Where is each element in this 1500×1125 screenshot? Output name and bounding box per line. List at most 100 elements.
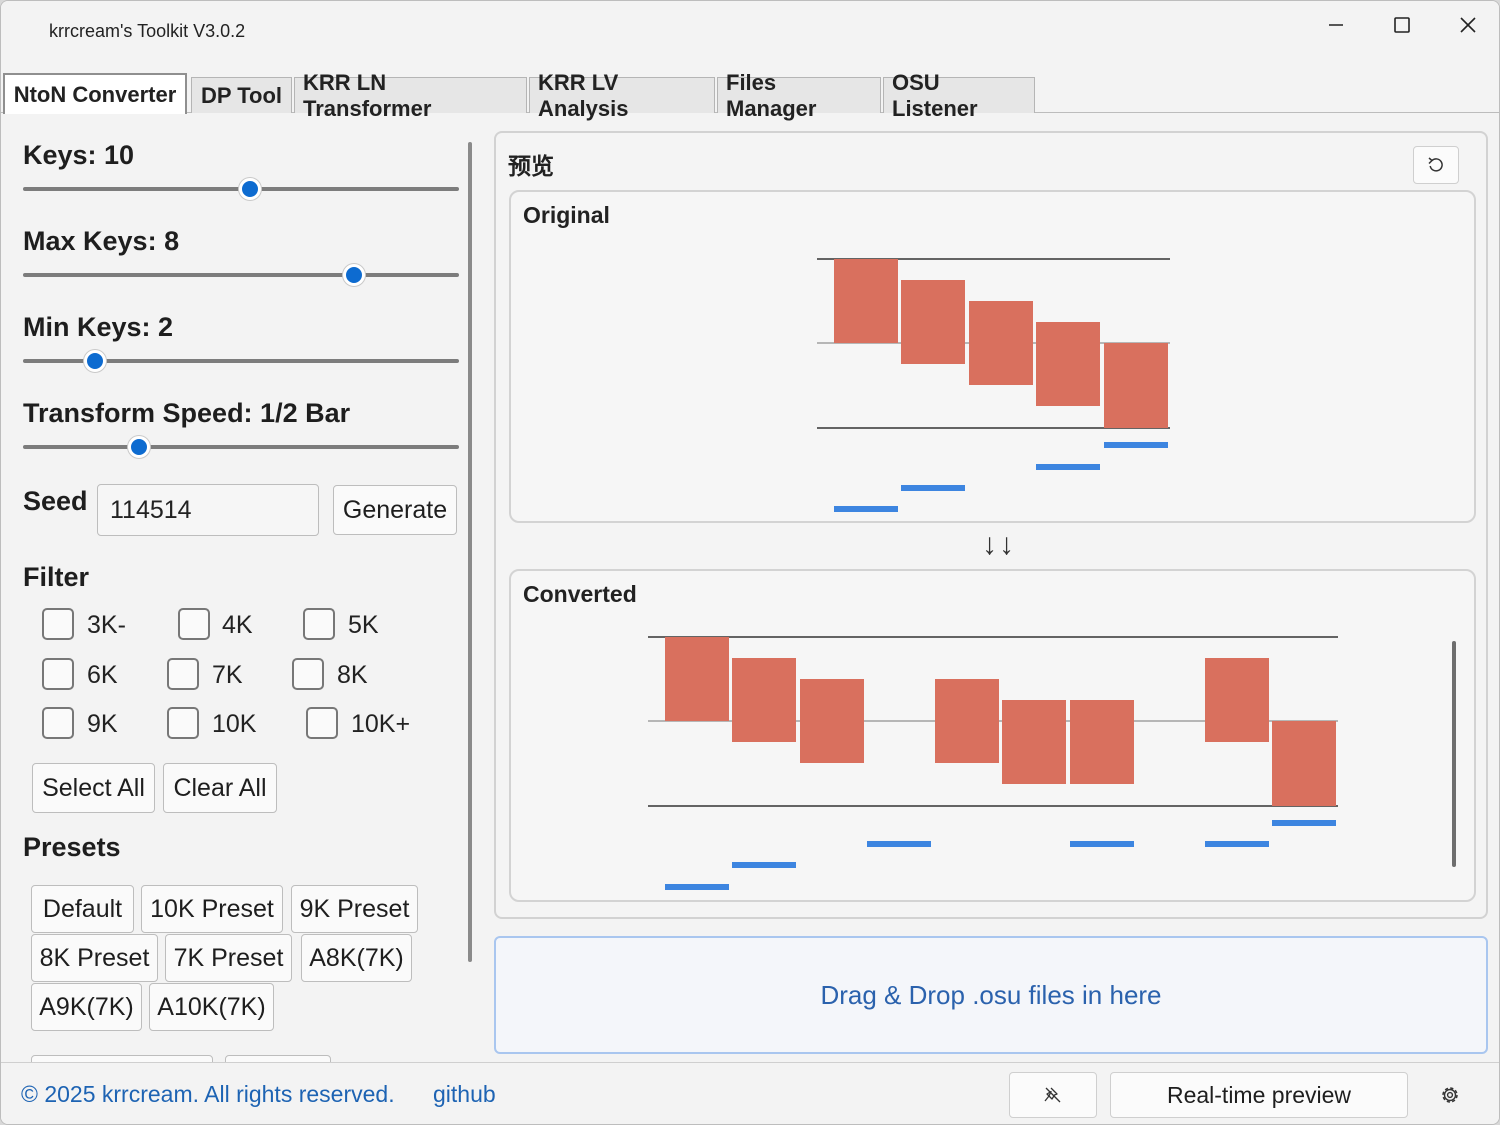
settings-scrollbar[interactable] — [468, 142, 472, 962]
tab-dp-tool[interactable]: DP Tool — [191, 77, 292, 113]
keys-slider[interactable] — [23, 177, 459, 201]
original-chart — [817, 258, 1170, 512]
presets-label: Presets — [23, 832, 121, 862]
tab-files-manager[interactable]: Files Manager — [717, 70, 881, 121]
converted-label: Converted — [523, 581, 637, 607]
seed-input[interactable]: 114514 — [97, 484, 319, 536]
tab-nton-converter[interactable]: NtoN Converter — [3, 73, 187, 114]
maximize-button[interactable] — [1372, 7, 1432, 43]
settings-button[interactable] — [1437, 1082, 1463, 1113]
reset-preview-button[interactable] — [1413, 146, 1459, 184]
realtime-preview-toggle[interactable]: Real-time preview — [1110, 1072, 1408, 1118]
pin-button[interactable] — [1009, 1072, 1097, 1118]
close-button[interactable] — [1438, 7, 1498, 43]
filter-label-10k: 10K — [212, 710, 257, 738]
minimize-button[interactable] — [1306, 7, 1366, 43]
original-preview: Original — [509, 190, 1476, 523]
filter-checkbox-6k[interactable] — [42, 658, 74, 690]
settings-panel: Keys: 10 Max Keys: 8 Min Keys: 2 Transfo… — [1, 114, 483, 1062]
note-block — [1104, 343, 1168, 428]
note-block — [901, 280, 965, 364]
slider-thumb[interactable] — [83, 350, 106, 372]
note-block — [935, 679, 999, 763]
transform-speed-slider[interactable] — [23, 435, 459, 459]
filter-label-9k: 9K — [87, 710, 118, 738]
window-title: krrcream's Toolkit V3.0.2 — [49, 21, 246, 41]
marker-bar — [665, 884, 729, 890]
preset-a8k-button[interactable]: A8K(7K) — [301, 934, 412, 982]
close-icon — [1460, 17, 1476, 33]
note-block — [834, 259, 898, 343]
note-block — [1036, 322, 1100, 406]
filter-checkbox-7k[interactable] — [167, 658, 199, 690]
preset-7k-button[interactable]: 7K Preset — [165, 934, 292, 982]
generate-button[interactable]: Generate — [333, 485, 457, 535]
marker-bar — [1036, 464, 1100, 470]
slider-track — [23, 359, 459, 363]
max-keys-slider[interactable] — [23, 263, 459, 287]
note-block — [800, 679, 864, 763]
filter-checkbox-10k[interactable] — [167, 707, 199, 739]
note-block — [969, 301, 1033, 385]
filter-label-6k: 6K — [87, 661, 118, 689]
note-block — [1272, 721, 1336, 806]
note-block — [732, 658, 796, 742]
min-keys-slider[interactable] — [23, 349, 459, 373]
preset-a9k-button[interactable]: A9K(7K) — [31, 983, 142, 1031]
refresh-icon — [1428, 157, 1443, 172]
preset-a10k-button[interactable]: A10K(7K) — [149, 983, 274, 1031]
slider-thumb[interactable] — [238, 178, 261, 200]
title-bar: krrcream's Toolkit V3.0.2 — [1, 1, 1499, 67]
tab-krr-ln-transformer[interactable]: KRR LN Transformer — [294, 70, 527, 121]
marker-bar — [834, 506, 898, 512]
slider-track — [23, 273, 459, 277]
keys-label: Keys: 10 — [23, 140, 135, 170]
filter-checkbox-5k[interactable] — [303, 608, 335, 640]
marker-bar — [1104, 442, 1168, 448]
select-all-button[interactable]: Select All — [32, 763, 155, 813]
marker-bar — [732, 862, 796, 868]
note-block — [1002, 700, 1066, 784]
preset-default-button[interactable]: Default — [31, 885, 134, 933]
maximize-icon — [1394, 17, 1410, 33]
clear-all-button[interactable]: Clear All — [163, 763, 277, 813]
filter-checkbox-8k[interactable] — [292, 658, 324, 690]
filter-label-4k: 4K — [222, 611, 253, 639]
preview-card: 预览 Original ↓↓ — [494, 131, 1488, 919]
slider-thumb[interactable] — [343, 264, 366, 286]
filter-label-8k: 8K — [337, 661, 368, 689]
github-link[interactable]: github — [433, 1081, 496, 1107]
transform-speed-label: Transform Speed: 1/2 Bar — [23, 398, 351, 428]
preview-title: 预览 — [508, 153, 554, 179]
note-block — [1205, 658, 1269, 742]
partial-button[interactable] — [225, 1055, 331, 1062]
filter-checkbox-3k-minus[interactable] — [42, 608, 74, 640]
tab-krr-lv-analysis[interactable]: KRR LV Analysis — [529, 70, 715, 121]
marker-bar — [867, 841, 931, 847]
filter-label: Filter — [23, 562, 90, 592]
preset-9k-button[interactable]: 9K Preset — [291, 885, 418, 933]
tab-strip: NtoN Converter DP Tool KRR LN Transforme… — [1, 67, 1499, 121]
gear-icon — [1442, 1087, 1458, 1103]
footer: © 2025 krrcream. All rights reserved. gi… — [1, 1062, 1499, 1124]
unpin-icon — [1044, 1087, 1061, 1103]
converted-scrollbar[interactable] — [1452, 641, 1456, 867]
preset-10k-button[interactable]: 10K Preset — [141, 885, 283, 933]
filter-checkbox-4k[interactable] — [178, 608, 210, 640]
slider-thumb[interactable] — [127, 436, 150, 458]
slider-track — [23, 445, 459, 449]
filter-checkbox-10k-plus[interactable] — [306, 707, 338, 739]
partial-button[interactable] — [31, 1055, 213, 1062]
preset-8k-button[interactable]: 8K Preset — [31, 934, 158, 982]
min-keys-label: Min Keys: 2 — [23, 312, 174, 342]
minimize-icon — [1329, 24, 1343, 26]
marker-bar — [1272, 820, 1336, 826]
file-drop-zone[interactable]: Drag & Drop .osu files in here — [494, 936, 1488, 1054]
tab-osu-listener[interactable]: OSU Listener — [883, 70, 1035, 121]
marker-bar — [901, 485, 965, 491]
max-keys-label: Max Keys: 8 — [23, 226, 180, 256]
filter-label-3k-minus: 3K- — [87, 611, 126, 639]
filter-label-7k: 7K — [212, 661, 243, 689]
filter-checkbox-9k[interactable] — [42, 707, 74, 739]
